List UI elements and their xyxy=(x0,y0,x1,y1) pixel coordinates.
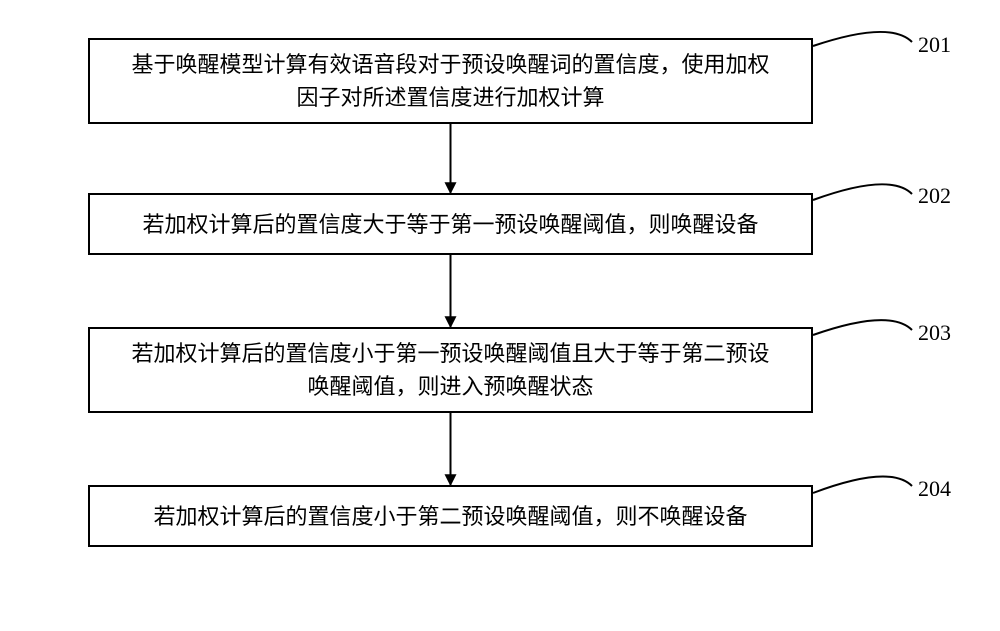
connector-layer xyxy=(0,0,1000,631)
label-leader xyxy=(813,320,912,335)
label-leader xyxy=(813,184,912,200)
flowchart-canvas: 基于唤醒模型计算有效语音段对于预设唤醒词的置信度，使用加权 因子对所述置信度进行… xyxy=(0,0,1000,631)
label-leader xyxy=(813,477,912,493)
label-leader xyxy=(813,32,912,46)
